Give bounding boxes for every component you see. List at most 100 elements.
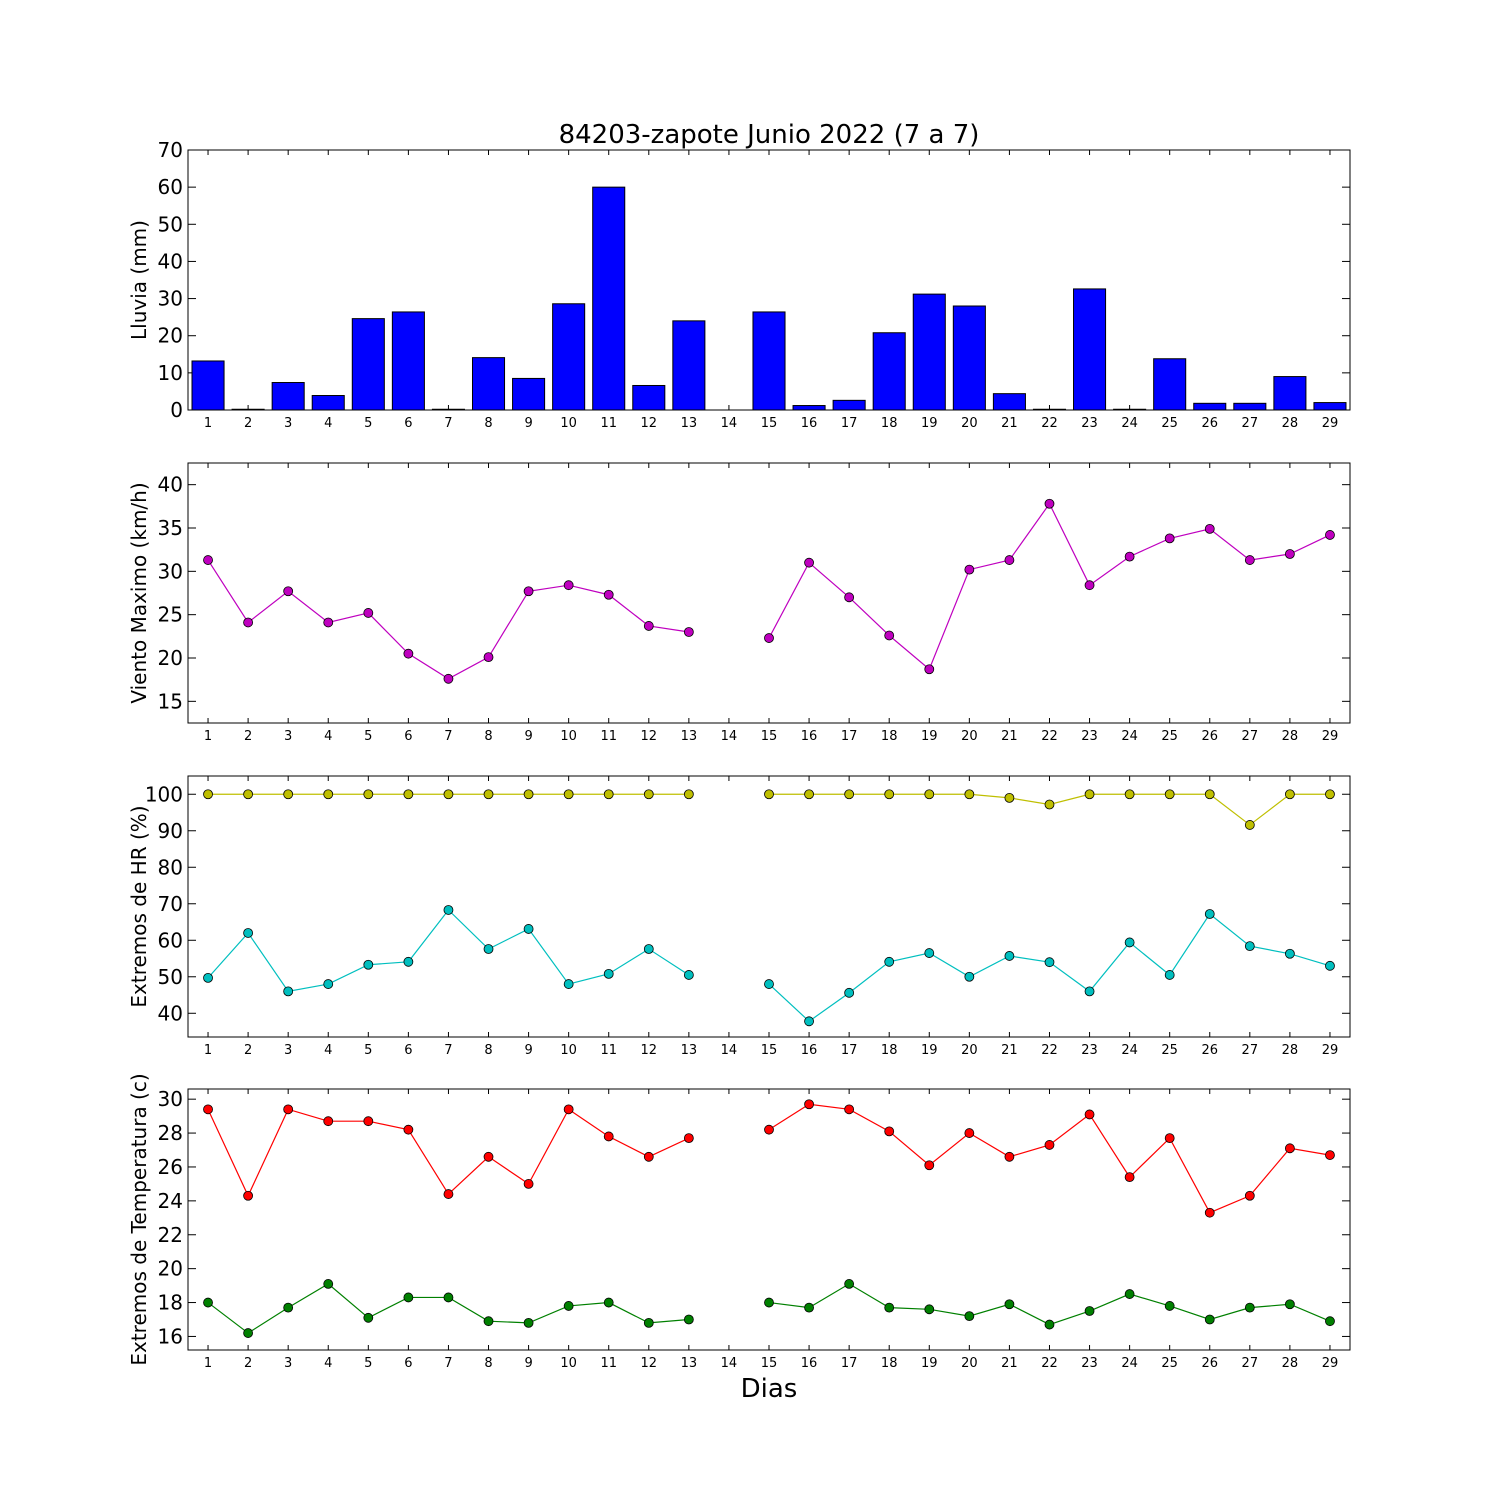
rain-bar [872,332,906,411]
x-tick-label: 28 [1282,1356,1299,1371]
data-point [1244,941,1255,952]
x-tick-label: 3 [284,416,292,431]
x-tick-label: 25 [1161,1356,1178,1371]
chart-title: 84203-zapote Junio 2022 (7 a 7) [559,120,980,150]
rain-bar [1153,358,1187,411]
x-tick-label: 6 [404,1043,412,1058]
x-tick-label: 18 [881,1043,898,1058]
data-point [243,928,254,938]
data-point [1164,970,1175,980]
x-tick-label: 7 [444,1043,452,1058]
data-point [363,608,374,618]
data-point [804,1099,814,1110]
y-tick-label: 100 [145,782,183,806]
x-tick-label: 15 [761,729,778,744]
data-point [1204,523,1215,534]
data-point [563,789,574,800]
x-tick-label: 26 [1201,729,1218,744]
data-point [443,1189,454,1199]
x-tick-label: 19 [921,416,938,431]
data-point [403,1124,414,1135]
data-point [1204,789,1215,800]
data-point [523,1179,534,1189]
x-tick-label: 22 [1041,729,1058,744]
data-point [1164,533,1175,544]
panel-2: 1 2 3 4 5 6 7 8 9 10 11 12 13 14 15 16 17 18 19 20 21 22 23 24 2… [127,462,1351,744]
data-point [1325,1150,1335,1160]
series-line [207,559,689,680]
data-point [1004,1151,1015,1162]
rain-bar [1233,402,1267,411]
data-point [643,1151,654,1162]
data-point [603,968,614,979]
x-tick-label: 23 [1081,416,1098,431]
data-point [283,986,294,997]
x-tick-label: 1 [204,416,212,431]
y-tick-label: 70 [158,138,183,162]
data-point [1284,549,1295,559]
y-tick-label: 30 [158,559,183,583]
plot-frame [187,775,1351,1038]
data-point [924,948,935,958]
x-tick-label: 17 [841,729,858,744]
rain-bar [351,318,385,411]
x-tick-label: 28 [1282,416,1299,431]
data-point [243,1328,254,1338]
x-tick-label: 22 [1041,416,1058,431]
x-tick-label: 8 [484,1356,492,1371]
x-tick-label: 29 [1322,729,1339,744]
data-point [483,1316,494,1327]
y-tick-label: 20 [158,646,183,670]
data-point [323,1279,334,1289]
data-point [764,789,774,800]
rain-bar [832,399,866,411]
y-tick-label: 80 [158,855,183,879]
data-point [563,1301,574,1311]
plot-frame [187,462,1351,724]
x-tick-label: 2 [244,729,252,744]
series-line [768,502,1331,671]
y-tick-label: 70 [158,892,183,916]
x-tick-label: 7 [444,729,452,744]
x-tick-label: 20 [961,416,978,431]
data-point [1325,960,1335,971]
rain-bar [952,305,986,411]
data-point [683,1314,694,1325]
data-point [243,1190,254,1201]
data-point [603,589,614,600]
x-tick-label: 2 [244,1356,252,1371]
x-tick-label: 12 [641,416,658,431]
x-tick-label: 16 [801,729,818,744]
data-point [1084,1306,1095,1316]
data-point [1044,1140,1055,1150]
x-tick-label: 24 [1121,1043,1138,1058]
y-tick-label: 26 [158,1155,183,1179]
x-tick-label: 4 [324,729,332,744]
data-point [1204,909,1215,919]
panel-3: 1 2 3 4 5 6 7 8 9 10 11 12 13 14 15 16 17 18 19 20 21 22 23 24 2… [127,775,1351,1058]
data-point [363,789,374,800]
data-point [483,789,494,800]
rain-bar [1313,402,1347,411]
x-tick-label: 8 [484,416,492,431]
data-point [1284,948,1295,959]
x-tick-label: 20 [961,729,978,744]
x-tick-label: 5 [364,416,372,431]
data-point [804,1302,814,1313]
x-tick-label: 4 [324,1043,332,1058]
x-tick-label: 17 [841,1043,858,1058]
y-tick-label: 20 [158,1257,183,1281]
data-point [884,956,895,967]
data-point [403,1292,414,1303]
y-tick-label: 18 [158,1291,183,1315]
data-point [1244,555,1255,565]
data-point [1124,551,1135,562]
x-tick-label: 22 [1041,1356,1058,1371]
data-point [1164,1301,1175,1311]
x-tick-label: 26 [1201,1356,1218,1371]
x-tick-label: 14 [721,416,738,431]
x-tick-label: 17 [841,416,858,431]
x-tick-label: 9 [524,1043,532,1058]
x-tick-label: 8 [484,1043,492,1058]
